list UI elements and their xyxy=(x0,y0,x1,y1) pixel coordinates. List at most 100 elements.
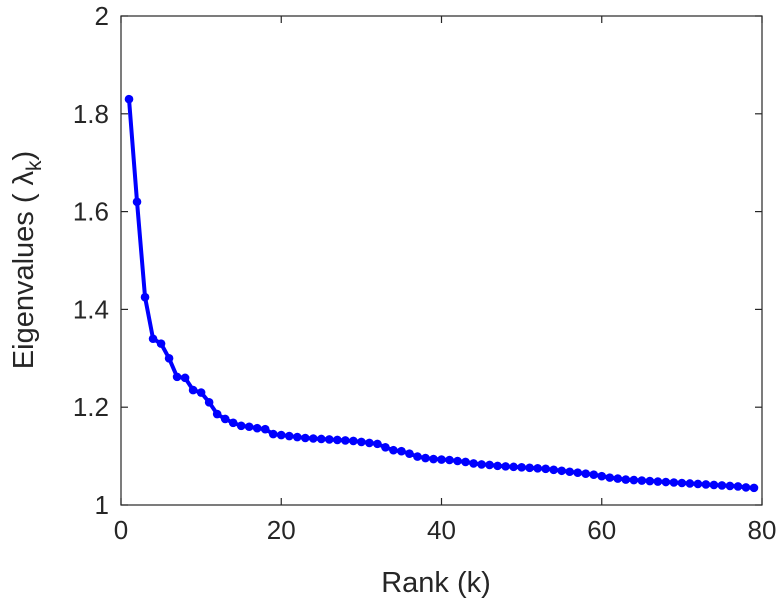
data-point xyxy=(373,439,382,449)
data-point xyxy=(485,460,494,470)
data-point xyxy=(188,385,198,395)
data-point xyxy=(196,388,206,397)
data-point xyxy=(677,478,687,488)
data-point xyxy=(597,471,607,481)
data-point xyxy=(517,463,526,472)
data-point xyxy=(669,478,679,487)
data-point xyxy=(717,481,727,490)
data-point xyxy=(653,477,663,486)
data-point xyxy=(148,334,158,344)
data-point xyxy=(509,462,518,472)
series-layer xyxy=(124,94,759,493)
data-point xyxy=(493,461,502,471)
y-tick-label: 2 xyxy=(95,1,109,31)
data-point xyxy=(140,292,150,302)
data-point xyxy=(397,446,406,456)
data-point xyxy=(445,455,454,465)
axes: 0 20 40 60 80 1 1.2 1.4 1.6 1.8 2 xyxy=(73,1,777,545)
data-point xyxy=(405,449,414,458)
data-point xyxy=(421,453,430,463)
y-axis-label-symbol: λ xyxy=(8,170,40,185)
data-point xyxy=(541,464,550,474)
data-point xyxy=(292,432,302,442)
data-point xyxy=(573,468,583,478)
data-point xyxy=(477,460,486,469)
x-tick-label: 40 xyxy=(427,515,456,545)
data-point xyxy=(381,442,390,452)
data-point xyxy=(533,464,542,473)
data-point xyxy=(228,418,238,428)
data-point xyxy=(236,421,246,431)
data-point xyxy=(469,459,478,468)
data-point xyxy=(725,481,735,491)
data-point xyxy=(252,423,262,433)
data-point xyxy=(349,436,358,446)
y-axis-label: Eigenvalues ( λk) xyxy=(8,151,46,369)
data-point xyxy=(629,475,639,485)
data-point xyxy=(268,429,278,439)
y-axis-label-prefix: Eigenvalues ( xyxy=(8,185,40,369)
plot-frame xyxy=(120,15,763,506)
data-point xyxy=(244,422,254,432)
y-tick-label: 1.2 xyxy=(73,392,109,422)
data-point xyxy=(701,480,711,489)
y-tick-label: 1 xyxy=(95,490,109,520)
data-point xyxy=(164,354,174,363)
data-point xyxy=(413,452,422,461)
data-point xyxy=(212,409,222,419)
y-axis-label-subscript: k xyxy=(23,160,46,171)
data-point xyxy=(276,430,286,440)
data-point xyxy=(733,482,743,491)
data-point xyxy=(565,467,574,477)
data-point xyxy=(589,470,599,479)
data-point xyxy=(501,462,510,471)
data-point xyxy=(661,477,671,487)
data-point xyxy=(461,457,470,467)
y-tick-label: 1.4 xyxy=(73,294,109,324)
x-tick-label: 0 xyxy=(114,515,128,545)
data-point xyxy=(260,424,270,434)
data-point xyxy=(172,372,182,382)
data-point xyxy=(309,434,318,443)
data-point xyxy=(429,454,438,464)
data-point xyxy=(549,465,558,475)
data-point xyxy=(300,433,310,443)
data-point xyxy=(749,483,759,493)
x-axis-label: Rank (k) xyxy=(381,567,491,599)
data-point xyxy=(605,473,615,482)
x-tick-label: 20 xyxy=(267,515,296,545)
data-point xyxy=(621,475,631,484)
data-point xyxy=(325,435,334,444)
data-point xyxy=(693,479,703,489)
data-point xyxy=(709,480,719,490)
data-point xyxy=(180,373,190,383)
data-point xyxy=(333,435,342,445)
data-point xyxy=(365,438,374,448)
data-point xyxy=(453,456,462,466)
data-point xyxy=(581,469,591,479)
y-tick-label: 1.8 xyxy=(73,99,109,129)
x-tick-label: 80 xyxy=(748,515,777,545)
data-point xyxy=(741,483,751,492)
data-point xyxy=(204,398,214,407)
data-point xyxy=(357,437,366,447)
data-point xyxy=(525,463,534,473)
data-point xyxy=(637,476,647,485)
data-point xyxy=(437,455,446,464)
data-point xyxy=(284,431,294,441)
data-point xyxy=(132,197,142,207)
data-point xyxy=(613,474,623,483)
data-point xyxy=(124,94,134,104)
data-point xyxy=(557,466,566,476)
y-axis-label-suffix: ) xyxy=(8,151,40,161)
data-point xyxy=(645,476,655,486)
series-line xyxy=(127,97,756,490)
data-point xyxy=(685,479,695,488)
data-point xyxy=(156,339,166,348)
data-point xyxy=(341,436,350,445)
x-tick-label: 60 xyxy=(587,515,616,545)
data-point xyxy=(389,445,398,455)
data-point xyxy=(220,414,230,424)
y-tick-label: 1.6 xyxy=(73,197,109,227)
